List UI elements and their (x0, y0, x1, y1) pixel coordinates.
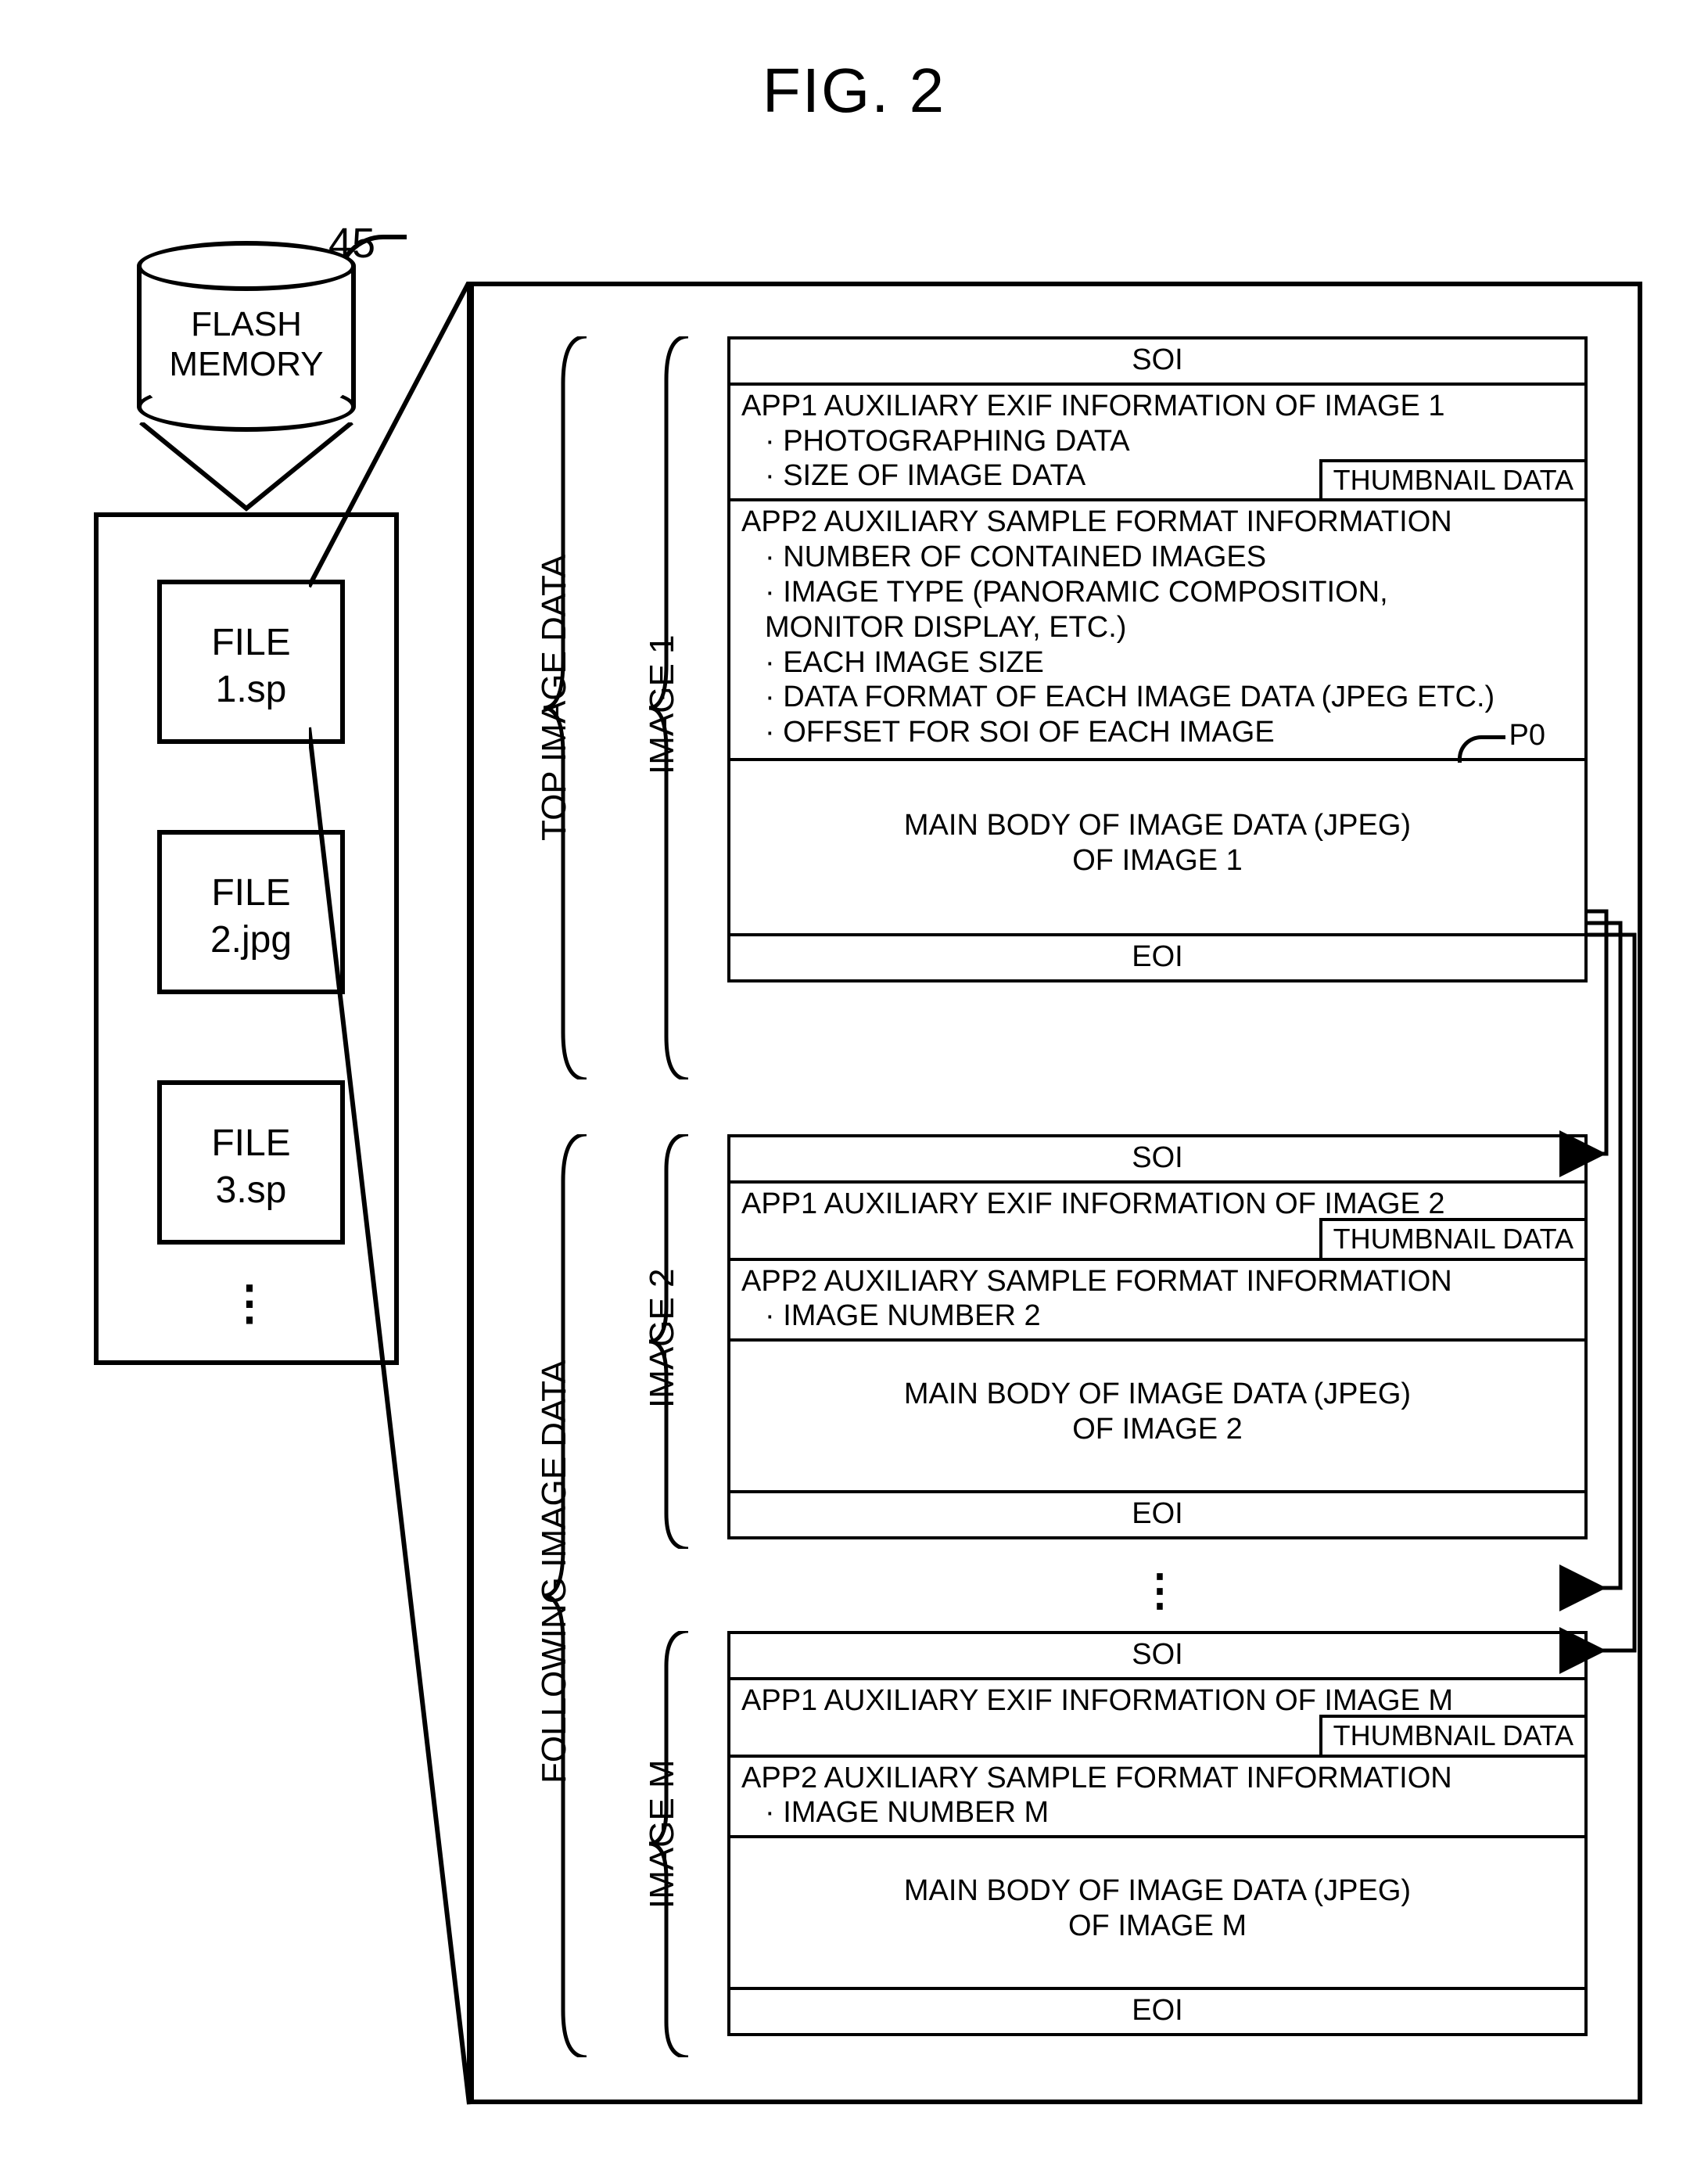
flash-memory-label: FLASH MEMORY (137, 305, 356, 384)
flash-memory-label-l2: MEMORY (169, 345, 323, 383)
flash-memory-label-l1: FLASH (191, 305, 302, 343)
